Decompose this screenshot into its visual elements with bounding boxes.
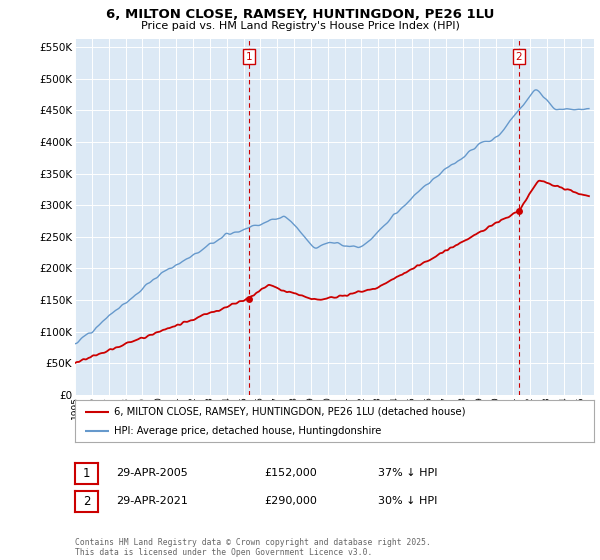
Text: HPI: Average price, detached house, Huntingdonshire: HPI: Average price, detached house, Hunt…	[114, 426, 382, 436]
Text: £152,000: £152,000	[264, 468, 317, 478]
Text: 2: 2	[515, 52, 522, 62]
Text: 29-APR-2005: 29-APR-2005	[116, 468, 188, 478]
Text: Contains HM Land Registry data © Crown copyright and database right 2025.
This d: Contains HM Land Registry data © Crown c…	[75, 538, 431, 557]
Text: Price paid vs. HM Land Registry's House Price Index (HPI): Price paid vs. HM Land Registry's House …	[140, 21, 460, 31]
Text: £290,000: £290,000	[264, 496, 317, 506]
Text: 6, MILTON CLOSE, RAMSEY, HUNTINGDON, PE26 1LU (detached house): 6, MILTON CLOSE, RAMSEY, HUNTINGDON, PE2…	[114, 407, 466, 417]
Text: 37% ↓ HPI: 37% ↓ HPI	[378, 468, 437, 478]
Text: 30% ↓ HPI: 30% ↓ HPI	[378, 496, 437, 506]
Text: 1: 1	[246, 52, 253, 62]
Text: 6, MILTON CLOSE, RAMSEY, HUNTINGDON, PE26 1LU: 6, MILTON CLOSE, RAMSEY, HUNTINGDON, PE2…	[106, 8, 494, 21]
Text: 1: 1	[83, 466, 90, 480]
Text: 2: 2	[83, 494, 90, 508]
Text: 29-APR-2021: 29-APR-2021	[116, 496, 188, 506]
